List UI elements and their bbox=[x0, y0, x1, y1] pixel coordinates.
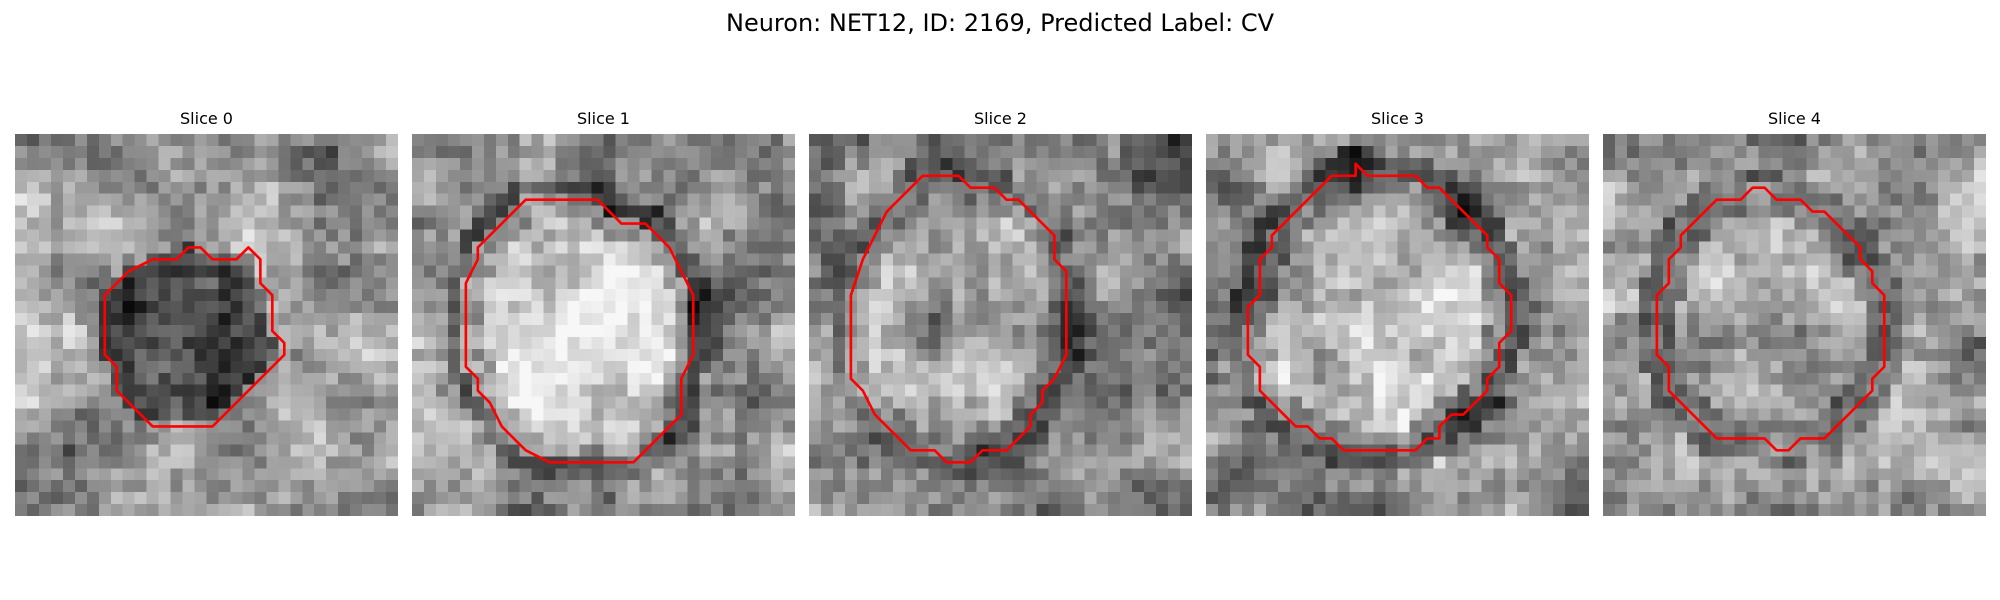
slice-pixels-3 bbox=[1206, 134, 1589, 516]
slice-image-1 bbox=[412, 134, 795, 516]
slice-panel-1: Slice 1 bbox=[412, 104, 795, 516]
slice-panel-4: Slice 4 bbox=[1603, 104, 1986, 516]
slice-pixels-4 bbox=[1603, 134, 1986, 516]
slice-title-1: Slice 1 bbox=[577, 109, 630, 128]
figure-title: Neuron: NET12, ID: 2169, Predicted Label… bbox=[726, 9, 1274, 37]
slice-panel-2: Slice 2 bbox=[809, 104, 1192, 516]
slice-image-3 bbox=[1206, 134, 1589, 516]
slice-image-2 bbox=[809, 134, 1192, 516]
slice-image-0 bbox=[15, 134, 398, 516]
slice-svg-3 bbox=[1206, 134, 1589, 516]
neuron-contour-1 bbox=[464, 198, 695, 464]
neuron-contour-3 bbox=[1246, 162, 1513, 452]
slice-pixels-1 bbox=[412, 134, 795, 516]
slice-svg-4 bbox=[1603, 134, 1986, 516]
slice-svg-2 bbox=[809, 134, 1192, 516]
neuron-contour-4 bbox=[1655, 186, 1886, 452]
slice-panel-3: Slice 3 bbox=[1206, 104, 1589, 516]
slice-svg-1 bbox=[412, 134, 795, 516]
slice-pixels-0 bbox=[15, 134, 398, 516]
slice-title-3: Slice 3 bbox=[1371, 109, 1424, 128]
neuron-contour-0 bbox=[103, 246, 286, 428]
neuron-contour-2 bbox=[849, 174, 1068, 464]
slice-panel-0: Slice 0 bbox=[15, 104, 398, 516]
slice-pixels-2 bbox=[809, 134, 1192, 516]
slice-title-2: Slice 2 bbox=[974, 109, 1027, 128]
slice-title-4: Slice 4 bbox=[1768, 109, 1821, 128]
slice-title-0: Slice 0 bbox=[180, 109, 233, 128]
slice-image-4 bbox=[1603, 134, 1986, 516]
slice-svg-0 bbox=[15, 134, 398, 516]
